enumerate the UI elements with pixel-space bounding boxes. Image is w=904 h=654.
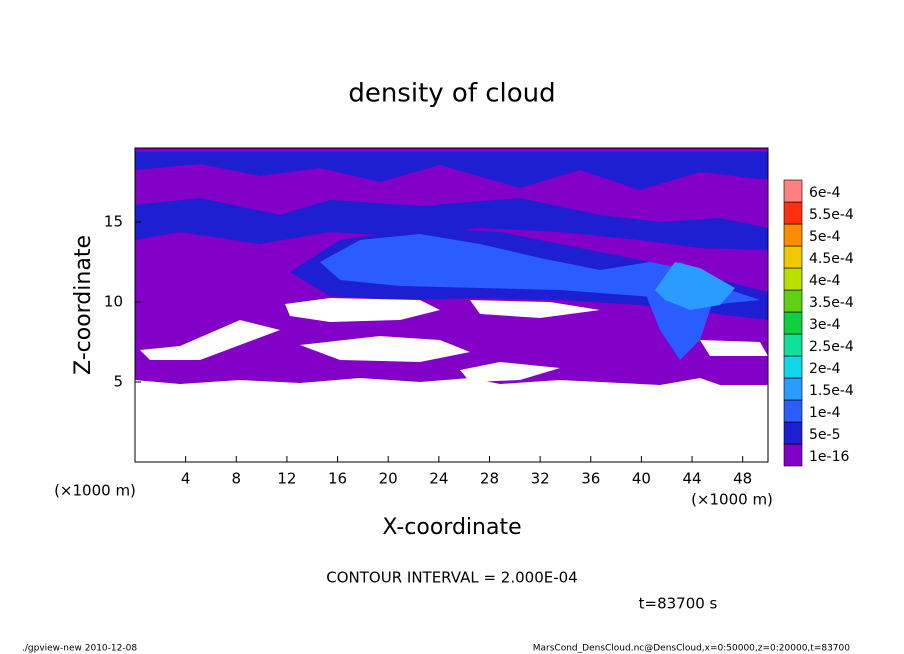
- annotation: t=83700 s: [639, 595, 718, 613]
- field-region: [460, 362, 560, 382]
- colorbar-box: [783, 399, 803, 423]
- colorbar-label: 6e-4: [809, 185, 841, 201]
- x-tick-label: 4: [181, 470, 191, 488]
- x-tick-label: 40: [632, 470, 651, 488]
- colorbar-label: 3.5e-4: [809, 295, 854, 311]
- y-tick-label: 5: [113, 373, 123, 391]
- field-region: [140, 320, 280, 360]
- x-tick-label: 16: [328, 470, 347, 488]
- unit-label: (×1000 m): [54, 482, 136, 500]
- colorbar-label: 1e-4: [809, 405, 841, 421]
- colorbar-box: [783, 201, 803, 225]
- y-tick-label: 15: [104, 213, 123, 231]
- x-tick-label: 8: [232, 470, 242, 488]
- y-axis-label: Z-coordinate: [71, 235, 96, 375]
- field-region: [135, 152, 768, 190]
- x-tick-label: 28: [480, 470, 499, 488]
- annotation: CONTOUR INTERVAL = 2.000E-04: [326, 569, 577, 587]
- colorbar-box: [783, 245, 803, 269]
- colorbar-label: 5e-5: [809, 427, 840, 443]
- x-tick-label: 12: [277, 470, 296, 488]
- footer: MarsCond_DensCloud.nc@DensCloud,x=0:5000…: [533, 644, 850, 654]
- colorbar-label: 4.5e-4: [809, 251, 854, 267]
- colorbar-box: [783, 267, 803, 291]
- x-tick-label: 24: [429, 470, 448, 488]
- colorbar-label: 2.5e-4: [809, 339, 854, 355]
- colorbar-label: 2e-4: [809, 361, 841, 377]
- unit-label: (×1000 m): [691, 491, 773, 509]
- x-tick-label: 44: [682, 470, 701, 488]
- x-tick-label: 48: [733, 470, 752, 488]
- field-region: [135, 198, 768, 250]
- colorbar-label: 5.5e-4: [809, 207, 854, 223]
- field-region: [700, 340, 768, 356]
- field-region: [285, 298, 440, 322]
- footer: ./gpview-new 2010-12-08: [22, 644, 137, 654]
- colorbar-box: [783, 355, 803, 379]
- field-region: [300, 336, 470, 362]
- colorbar-box: [783, 179, 803, 203]
- field-region: [655, 262, 735, 310]
- x-axis-label: X-coordinate: [382, 515, 521, 540]
- colorbar-box: [783, 377, 803, 401]
- contour-field: [135, 148, 768, 385]
- colorbar-box: [783, 311, 803, 335]
- colorbar-box: [783, 443, 803, 467]
- colorbar-label: 1.5e-4: [809, 383, 854, 399]
- x-tick-label: 32: [531, 470, 550, 488]
- colorbar-label: 3e-4: [809, 317, 841, 333]
- colorbar-box: [783, 421, 803, 445]
- y-tick-label: 10: [104, 293, 123, 311]
- x-tick-label: 20: [379, 470, 398, 488]
- colorbar-label: 1e-16: [809, 449, 849, 465]
- colorbar-label: 4e-4: [809, 273, 841, 289]
- plot-frame: [134, 147, 769, 463]
- chart-title: density of cloud: [348, 79, 555, 109]
- colorbar-box: [783, 223, 803, 247]
- colorbar-label: 5e-4: [809, 229, 841, 245]
- field-region: [470, 300, 600, 318]
- colorbar-box: [783, 289, 803, 313]
- x-tick-label: 36: [581, 470, 600, 488]
- colorbar-box: [783, 333, 803, 357]
